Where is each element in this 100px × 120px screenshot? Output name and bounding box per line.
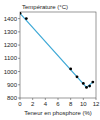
x-tick-label: 2 [31, 101, 35, 107]
point [20, 12, 21, 15]
marks [20, 12, 94, 89]
y-tick-label: 1200 [4, 42, 18, 48]
x-tick-label: 0 [18, 101, 22, 107]
point [91, 81, 94, 84]
x-tick [70, 98, 71, 100]
y-tick-label: 1000 [4, 69, 18, 75]
x-tick [20, 98, 21, 100]
y-tick-label: 1400 [4, 16, 18, 22]
x-tick-label: 8 [69, 101, 73, 107]
x-tick-label: 12 [93, 101, 100, 107]
y-tick [18, 84, 20, 85]
y-tick [18, 45, 20, 46]
x-tick [96, 98, 97, 100]
x-tick-label: 10 [80, 101, 87, 107]
y-tick [18, 71, 20, 72]
point [82, 82, 85, 85]
x-tick [58, 98, 59, 100]
y-tick [18, 31, 20, 32]
y-tick-label: 1100 [4, 55, 18, 61]
x-tick-label: 4 [44, 101, 48, 107]
x-axis-label: Teneur en phosphore (%) [24, 110, 92, 116]
y-tick-label: 1300 [4, 29, 18, 35]
point [69, 67, 72, 70]
point [85, 86, 88, 89]
chart-root: 800 900 1000 1100 1200 1300 1400 0 2 4 6 8 10 12 Tempé… [0, 0, 100, 120]
line [20, 13, 93, 87]
point [88, 85, 91, 88]
y-tick-label: 800 [7, 95, 18, 101]
y-axis-label: Température (°C) [22, 4, 68, 10]
x-tick [45, 98, 46, 100]
x-tick [83, 98, 84, 100]
x-tick-label: 6 [56, 101, 60, 107]
x-tick [32, 98, 33, 100]
plot-frame [20, 12, 96, 98]
y-tick [18, 18, 20, 19]
y-tick-label: 900 [7, 82, 18, 88]
chart: 800 900 1000 1100 1200 1300 1400 0 2 4 6 8 10 12 Tempé… [0, 0, 100, 120]
point [25, 17, 28, 20]
y-tick [18, 58, 20, 59]
point [76, 75, 79, 78]
